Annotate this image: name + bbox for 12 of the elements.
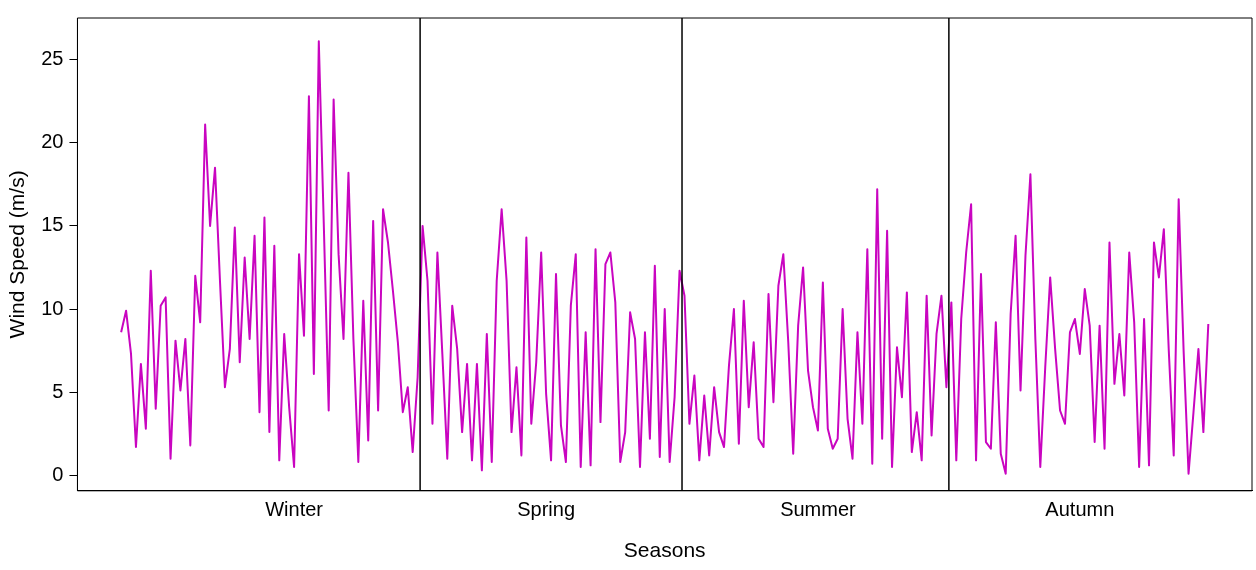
y-tick-label: 0	[52, 462, 64, 485]
y-tick-label: 25	[41, 47, 64, 70]
y-axis-title: Wind Speed (m/s)	[5, 170, 29, 339]
y-tick-label: 15	[41, 213, 64, 236]
x-tick-label: Autumn	[1045, 498, 1115, 521]
y-tick-label: 5	[52, 379, 64, 402]
x-tick-label: Spring	[517, 498, 576, 521]
x-axis-title: Seasons	[623, 538, 706, 562]
y-tick-label: 10	[41, 296, 64, 319]
x-tick-label: Summer	[780, 498, 857, 521]
x-tick-label: Winter	[265, 498, 324, 521]
y-tick-label: 20	[41, 130, 64, 153]
